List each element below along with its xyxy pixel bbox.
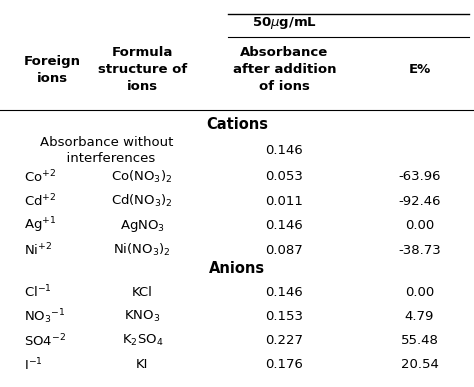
- Text: KCl: KCl: [132, 286, 153, 299]
- Text: 50$\mu$g/mL: 50$\mu$g/mL: [252, 15, 317, 31]
- Text: KI: KI: [136, 358, 148, 372]
- Text: 0.011: 0.011: [265, 195, 303, 208]
- Text: Co(NO$_3$)$_2$: Co(NO$_3$)$_2$: [111, 169, 173, 185]
- Text: I$^{-1}$: I$^{-1}$: [24, 357, 43, 373]
- Text: -63.96: -63.96: [398, 170, 441, 183]
- Text: KNO$_3$: KNO$_3$: [124, 308, 160, 324]
- Text: 0.146: 0.146: [265, 144, 303, 157]
- Text: -92.46: -92.46: [398, 195, 441, 208]
- Text: Absorbance
after addition
of ions: Absorbance after addition of ions: [233, 46, 336, 93]
- Text: AgNO$_3$: AgNO$_3$: [119, 217, 165, 234]
- Text: Ni(NO$_3$)$_2$: Ni(NO$_3$)$_2$: [113, 242, 171, 258]
- Text: Cations: Cations: [206, 117, 268, 132]
- Text: K$_2$SO$_4$: K$_2$SO$_4$: [121, 333, 163, 348]
- Text: E%: E%: [409, 63, 430, 76]
- Text: 0.176: 0.176: [265, 358, 303, 372]
- Text: Ag$^{+1}$: Ag$^{+1}$: [24, 216, 56, 235]
- Text: 20.54: 20.54: [401, 358, 438, 372]
- Text: 0.146: 0.146: [265, 286, 303, 299]
- Text: SO4$^{-2}$: SO4$^{-2}$: [24, 332, 66, 349]
- Text: NO$_3$$^{-1}$: NO$_3$$^{-1}$: [24, 307, 65, 325]
- Text: Absorbance without
  interferences: Absorbance without interferences: [40, 136, 173, 164]
- Text: Ni$^{+2}$: Ni$^{+2}$: [24, 242, 52, 258]
- Text: Co$^{+2}$: Co$^{+2}$: [24, 169, 56, 185]
- Text: 0.053: 0.053: [265, 170, 303, 183]
- Text: 4.79: 4.79: [405, 310, 434, 323]
- Text: 0.146: 0.146: [265, 219, 303, 232]
- Text: 0.153: 0.153: [265, 310, 303, 323]
- Text: Cl$^{-1}$: Cl$^{-1}$: [24, 284, 52, 300]
- Text: 55.48: 55.48: [401, 334, 438, 347]
- Text: 0.227: 0.227: [265, 334, 303, 347]
- Text: -38.73: -38.73: [398, 243, 441, 257]
- Text: 0.00: 0.00: [405, 219, 434, 232]
- Text: Formula
structure of
ions: Formula structure of ions: [98, 46, 187, 93]
- Text: Cd(NO$_3$)$_2$: Cd(NO$_3$)$_2$: [111, 193, 173, 209]
- Text: Anions: Anions: [209, 262, 265, 276]
- Text: Foreign
ions: Foreign ions: [24, 55, 81, 85]
- Text: Cd$^{+2}$: Cd$^{+2}$: [24, 193, 56, 209]
- Text: 0.087: 0.087: [265, 243, 303, 257]
- Text: 0.00: 0.00: [405, 286, 434, 299]
